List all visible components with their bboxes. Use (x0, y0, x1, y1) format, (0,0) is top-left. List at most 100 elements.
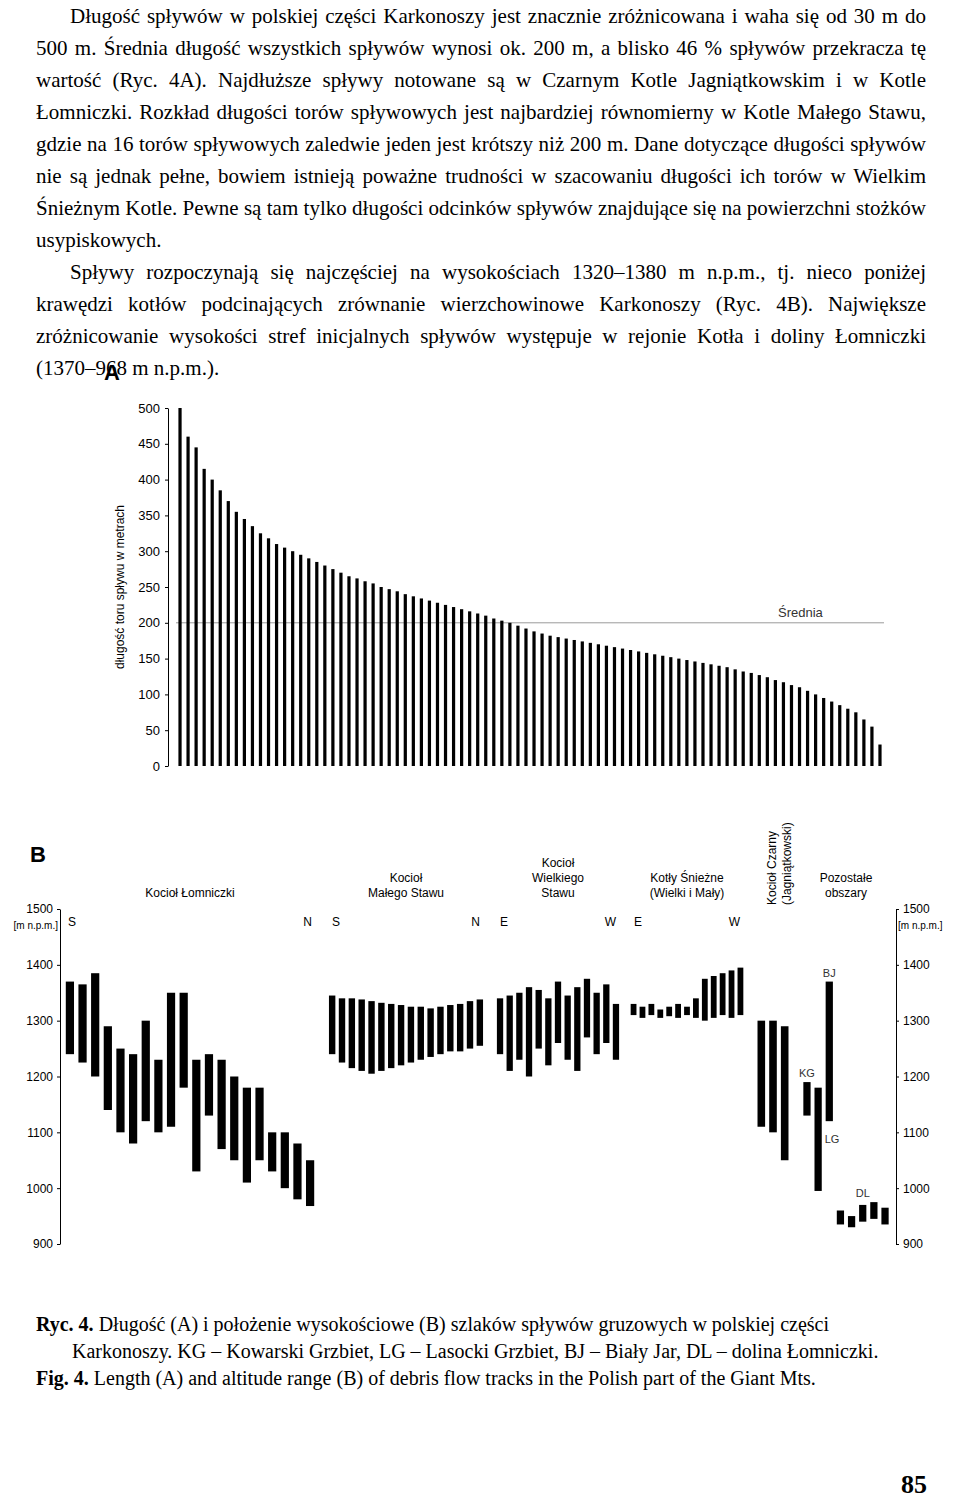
area-label: BJ (823, 967, 836, 979)
tick: 50 (146, 723, 168, 738)
caption-pl: Ryc. 4. Długość (A) i położenie wysokośc… (36, 1311, 898, 1365)
bar (685, 660, 688, 766)
bar (613, 647, 616, 766)
direction-label: W (605, 915, 617, 929)
bar (508, 623, 511, 766)
tick: 1000 (896, 1182, 930, 1196)
bar (878, 745, 881, 766)
bar (629, 650, 632, 766)
bar (645, 653, 648, 766)
bar (862, 719, 865, 766)
tick-label: 1300 (903, 1014, 930, 1028)
bar (653, 654, 656, 766)
group-title: Kocioł (542, 856, 575, 870)
bar (428, 601, 431, 766)
tick-mark (165, 730, 168, 731)
panel-label: B (30, 842, 46, 867)
group-title: Wielkiego (532, 871, 584, 885)
direction-label: S (68, 915, 76, 929)
tick-mark (165, 551, 168, 552)
bar (766, 677, 769, 766)
range-bar (675, 1004, 681, 1018)
bar (734, 669, 737, 766)
bar (549, 636, 552, 766)
range-bar (702, 979, 708, 1021)
bar (814, 694, 817, 766)
tick: 900 (33, 1237, 60, 1251)
bar (227, 501, 230, 766)
axis-line (168, 409, 169, 767)
tick-mark (165, 766, 168, 767)
range-bar (859, 1205, 866, 1222)
bar (750, 673, 753, 766)
range-bar (507, 996, 513, 1071)
bar (468, 611, 471, 766)
range-bar (848, 1216, 855, 1227)
range-bar (349, 998, 355, 1068)
tick-mark (57, 1188, 60, 1189)
range-bar (837, 1211, 844, 1225)
tick-mark (165, 659, 168, 660)
range-bar (684, 1007, 690, 1015)
range-bar (427, 1008, 433, 1057)
tick-label: 0 (153, 759, 160, 774)
range-bar (584, 979, 590, 1038)
tick: 250 (138, 580, 168, 595)
range-bar (758, 1021, 766, 1127)
range-bar (129, 1054, 137, 1143)
bar (203, 469, 206, 766)
tick-label: 1500 (903, 902, 930, 916)
tick-label: 450 (138, 436, 160, 451)
range-bar (803, 1082, 810, 1116)
tick: 1400 (896, 958, 930, 972)
tick: 400 (138, 472, 168, 487)
group-title: obszary (825, 886, 867, 900)
group-title: Kocioł Łomniczki (145, 886, 234, 900)
bar (621, 649, 624, 766)
bar (404, 594, 407, 766)
caption-text: Length (A) and altitude range (B) of deb… (94, 1367, 816, 1389)
bar (315, 562, 318, 766)
range-bar (693, 998, 699, 1018)
bar (597, 644, 600, 766)
bar (830, 702, 833, 766)
tick-label: 1200 (903, 1070, 930, 1084)
paragraph: Długość spływów w polskiej części Karkon… (36, 0, 926, 256)
bar (822, 698, 825, 766)
bar (581, 641, 584, 766)
tick-mark (896, 1188, 899, 1189)
tick-mark (896, 965, 899, 966)
caption-label: Fig. 4. (36, 1367, 89, 1389)
range-bar (657, 1010, 663, 1018)
bar (372, 583, 375, 766)
range-bar (329, 996, 335, 1055)
tick: 0 (153, 759, 168, 774)
range-bar (142, 1021, 150, 1122)
tick: 1100 (896, 1126, 929, 1140)
range-bar (104, 1026, 112, 1110)
tick-mark (165, 444, 168, 445)
tick-mark (165, 408, 168, 409)
tick: 500 (138, 401, 168, 416)
bar (178, 408, 181, 766)
bar (484, 616, 487, 766)
axis-line (60, 910, 61, 1245)
bar-group (758, 1021, 789, 1161)
tick-mark (165, 694, 168, 695)
bar (870, 727, 873, 766)
range-bar (243, 1088, 251, 1183)
bar (211, 480, 214, 766)
bar (726, 667, 729, 766)
tick-mark (165, 480, 168, 481)
bars (66, 968, 889, 1228)
tick-label: 1400 (26, 958, 53, 972)
caption: Ryc. 4. Długość (A) i położenie wysokośc… (36, 1311, 898, 1392)
tick-mark (165, 623, 168, 624)
tick: 450 (138, 436, 168, 451)
range-bar (826, 982, 833, 1122)
range-bar (565, 996, 571, 1060)
tick-label: 1000 (26, 1182, 53, 1196)
tick: 1500 (26, 902, 60, 916)
range-bar (91, 973, 99, 1076)
chart-a: 050100150200250300350400450500Średniadłu… (104, 360, 884, 774)
